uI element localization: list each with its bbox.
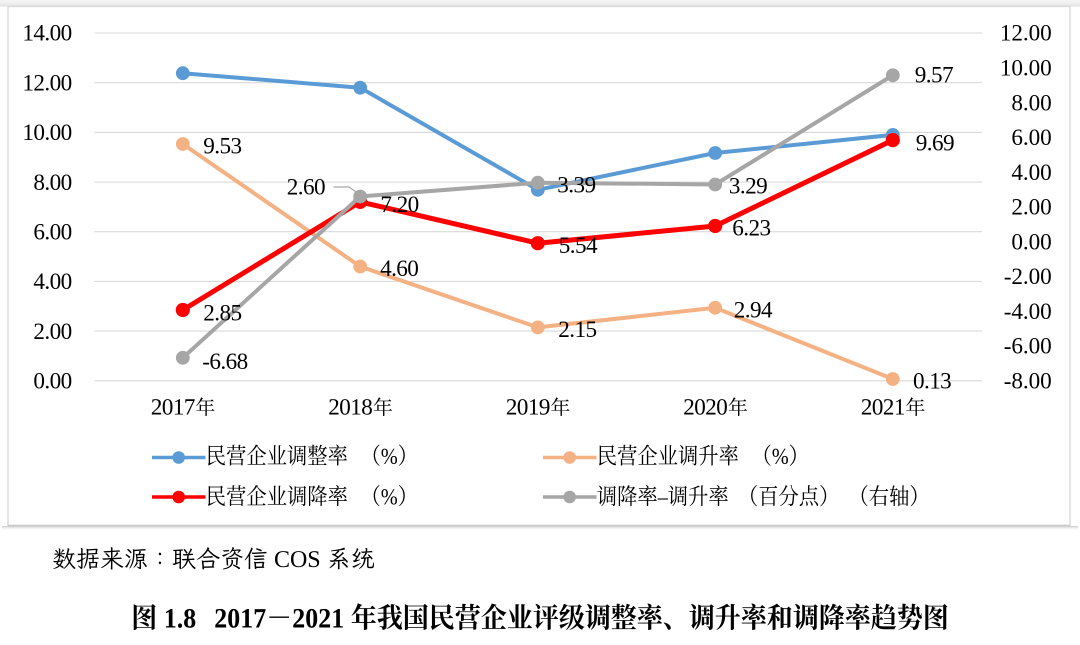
svg-text:2.85: 2.85 <box>203 301 241 327</box>
svg-text:14.00: 14.00 <box>22 21 71 47</box>
svg-text:8.00: 8.00 <box>1011 90 1051 116</box>
svg-text:2.00: 2.00 <box>33 319 71 345</box>
svg-text:2.60: 2.60 <box>287 175 325 201</box>
svg-text:-6.68: -6.68 <box>202 349 247 375</box>
svg-text:0.00: 0.00 <box>1011 229 1051 255</box>
svg-text:-8.00: -8.00 <box>1004 369 1052 395</box>
svg-text:6.00: 6.00 <box>1011 125 1051 151</box>
svg-text:2.00: 2.00 <box>1011 195 1051 221</box>
svg-text:12.00: 12.00 <box>22 70 71 96</box>
svg-text:-4.00: -4.00 <box>1004 299 1052 325</box>
svg-text:3.29: 3.29 <box>729 174 767 200</box>
svg-text:4.60: 4.60 <box>380 256 418 282</box>
svg-text:0.00: 0.00 <box>33 369 71 395</box>
svg-text:4.00: 4.00 <box>33 269 71 295</box>
svg-text:9.57: 9.57 <box>915 62 953 88</box>
svg-text:6.23: 6.23 <box>732 216 770 242</box>
svg-text:9.69: 9.69 <box>916 130 954 156</box>
svg-text:12.00: 12.00 <box>1000 21 1052 47</box>
svg-text:-6.00: -6.00 <box>1004 334 1052 360</box>
svg-text:10.00: 10.00 <box>22 120 71 146</box>
svg-text:8.00: 8.00 <box>33 170 71 196</box>
svg-text:5.54: 5.54 <box>559 233 598 259</box>
svg-text:0.13: 0.13 <box>913 369 951 395</box>
svg-text:-2.00: -2.00 <box>1004 264 1052 290</box>
svg-text:2.94: 2.94 <box>734 297 773 323</box>
svg-text:3.39: 3.39 <box>557 173 595 199</box>
svg-text:7.20: 7.20 <box>380 192 418 218</box>
svg-text:6.00: 6.00 <box>33 219 71 245</box>
svg-text:4.00: 4.00 <box>1011 160 1051 186</box>
svg-text:9.53: 9.53 <box>203 134 241 160</box>
svg-text:2.15: 2.15 <box>558 317 596 343</box>
svg-text:10.00: 10.00 <box>1000 56 1052 82</box>
